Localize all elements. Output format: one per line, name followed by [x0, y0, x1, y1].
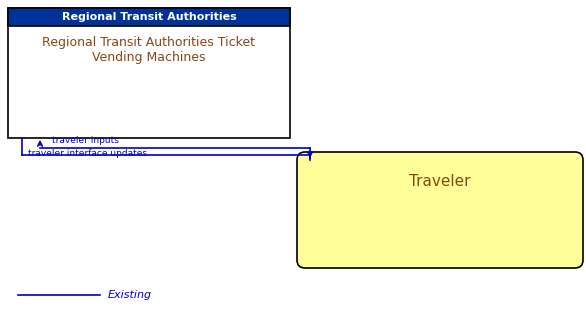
Text: Regional Transit Authorities Ticket
Vending Machines: Regional Transit Authorities Ticket Vend…: [43, 36, 255, 64]
Text: traveler interface updates: traveler interface updates: [28, 149, 147, 158]
Text: Regional Transit Authorities: Regional Transit Authorities: [62, 12, 236, 22]
Text: traveler inputs: traveler inputs: [52, 136, 119, 145]
Text: Traveler: Traveler: [409, 174, 471, 189]
FancyBboxPatch shape: [297, 152, 583, 268]
Text: Existing: Existing: [108, 290, 152, 300]
Bar: [8, 8, 290, 26]
Bar: [8, 8, 290, 138]
